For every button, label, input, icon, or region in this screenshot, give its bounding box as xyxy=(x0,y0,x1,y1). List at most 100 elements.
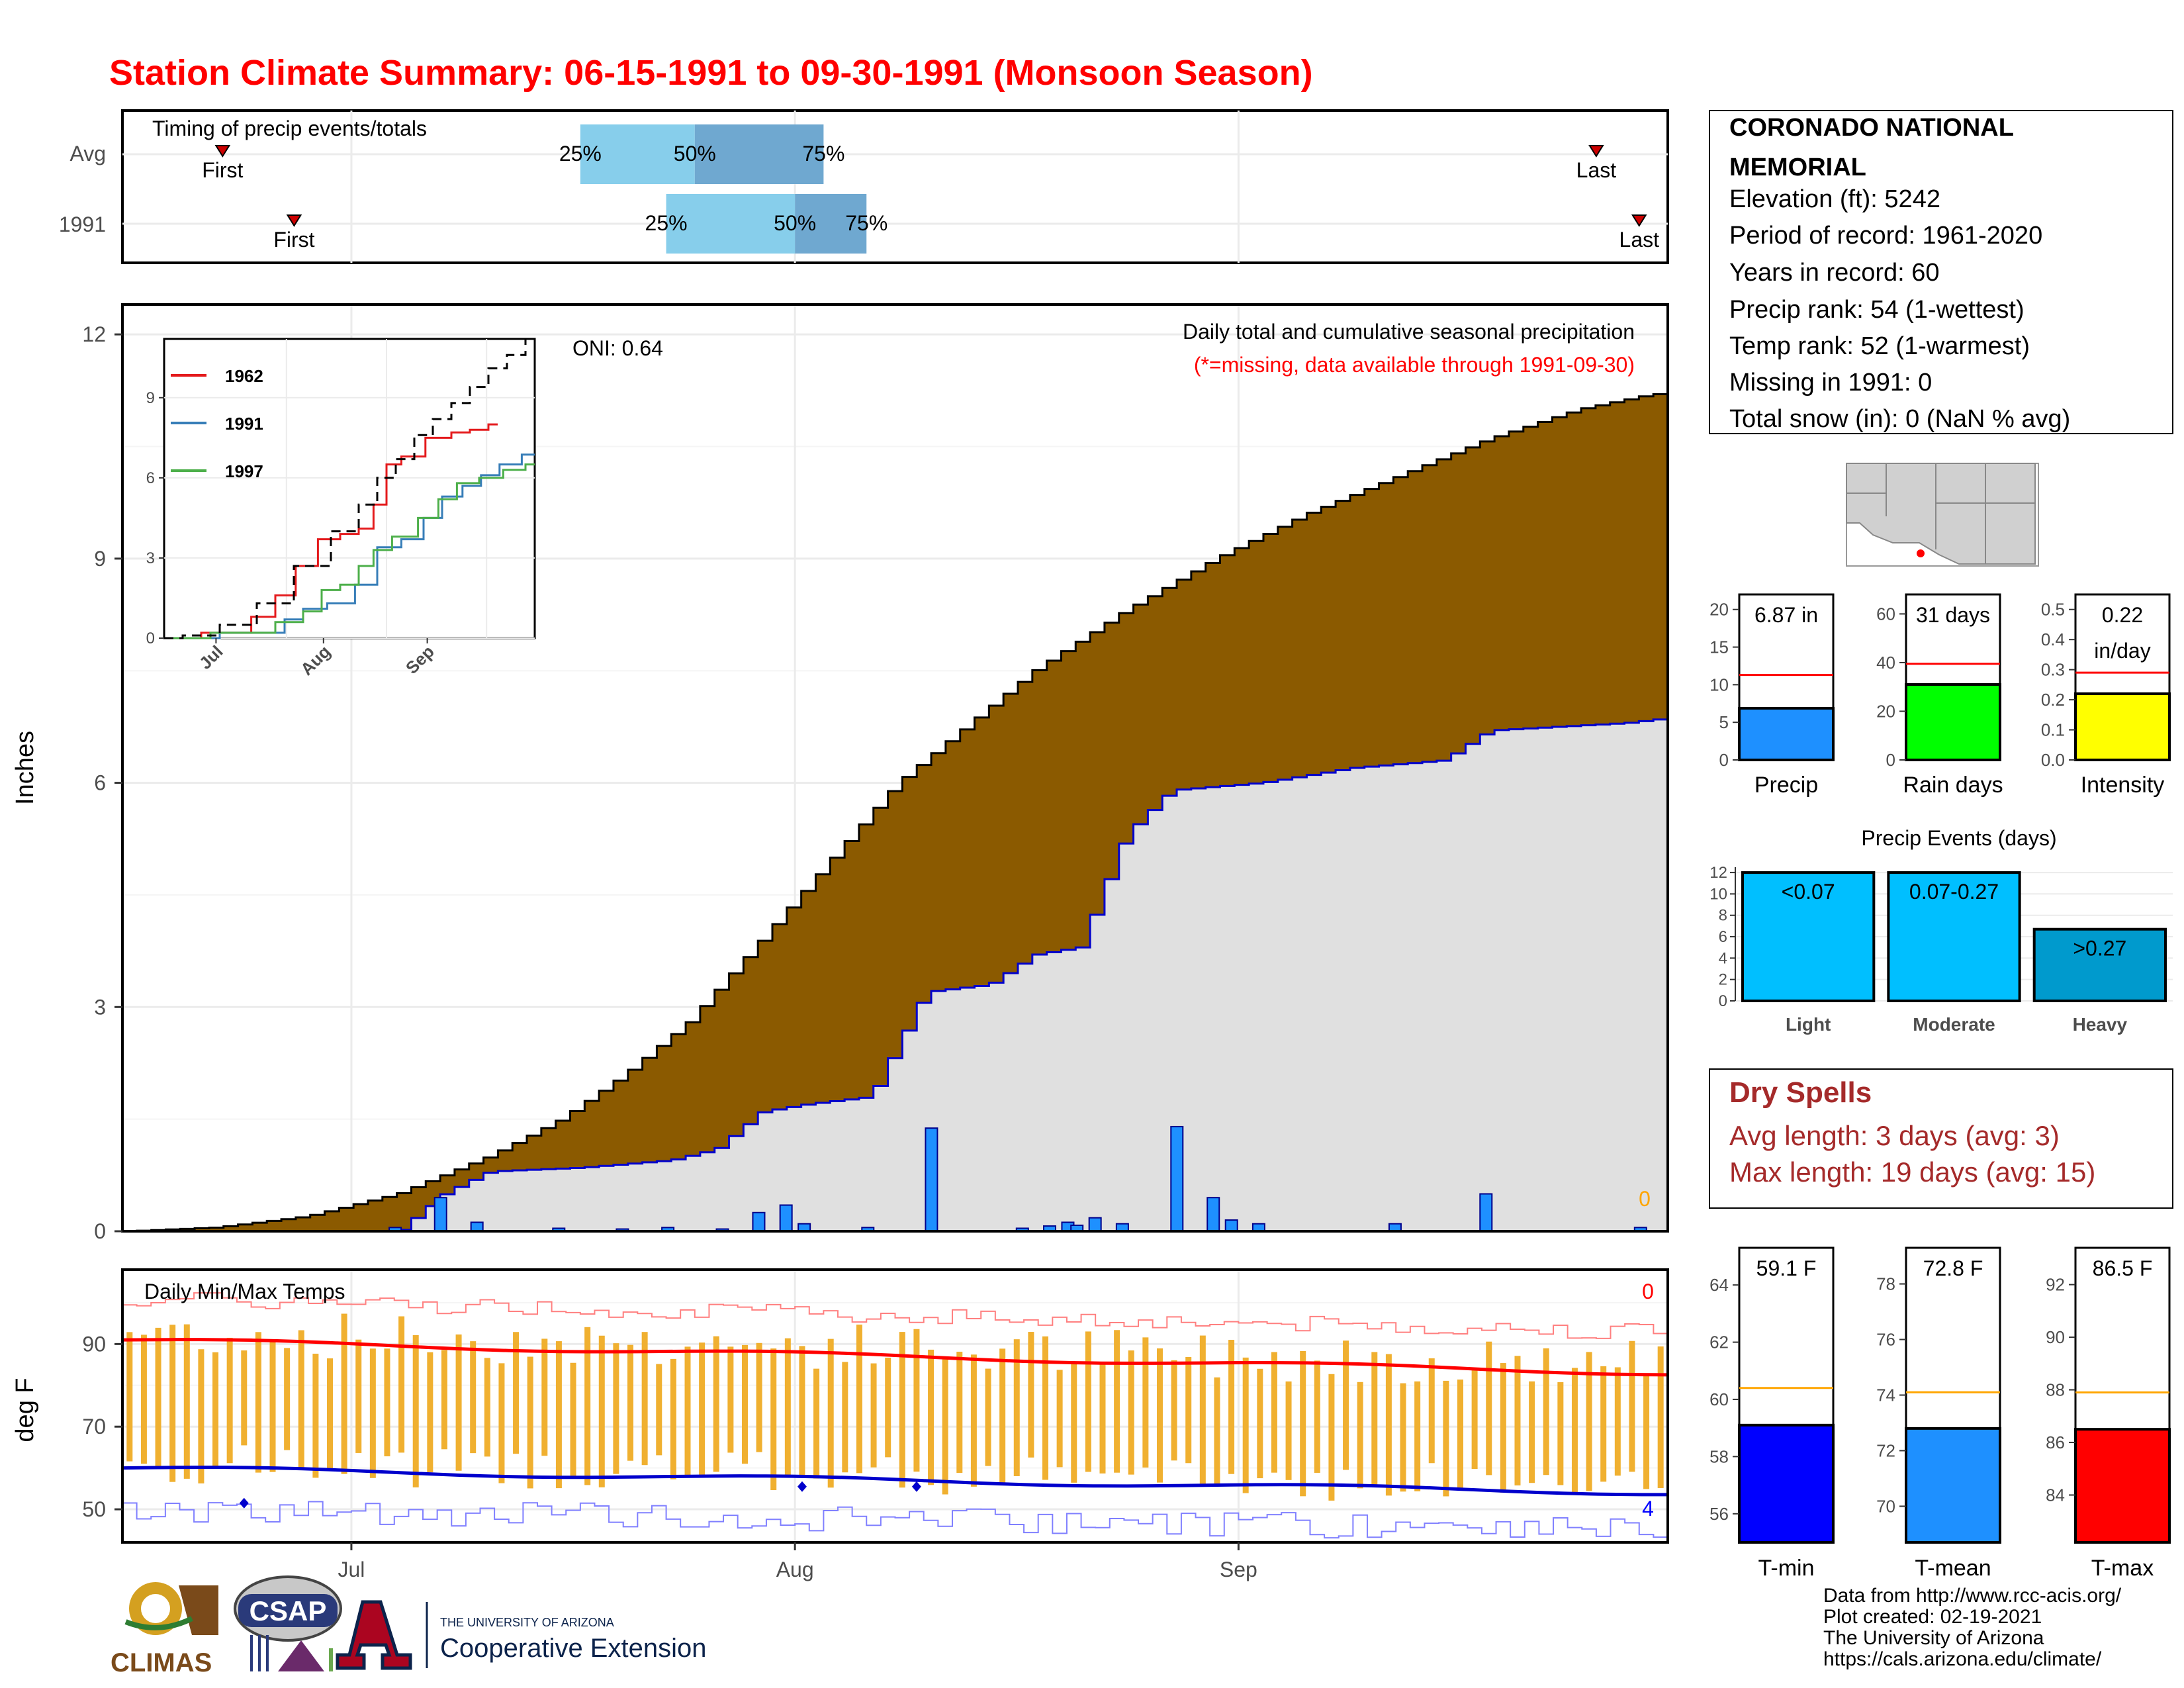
summary-ytick-label: 60 xyxy=(1876,604,1895,624)
daily-temp-bar xyxy=(1614,1367,1621,1476)
inset-ytick-label: 9 xyxy=(146,389,155,407)
daily-temp-bar xyxy=(398,1316,405,1453)
summary-value-label: 72.8 F xyxy=(1923,1256,1983,1280)
dry-spells-title: Dry Spells xyxy=(1729,1076,1872,1109)
footer-plot-created: Plot created: 02-19-2021 xyxy=(1823,1606,2042,1628)
quantile-label-25: 25% xyxy=(559,142,602,165)
inset-ytick-label: 3 xyxy=(146,549,155,567)
summary-ytick-label: 0 xyxy=(1886,750,1895,770)
temp-ytick-label: 50 xyxy=(82,1497,106,1521)
summary-ytick-label: 62 xyxy=(1709,1333,1729,1352)
summary-ytick-label: 86 xyxy=(2046,1432,2065,1452)
station-temp-rank: Temp rank: 52 (1-warmest) xyxy=(1729,332,2030,360)
summary-ytick-label: 88 xyxy=(2046,1380,2065,1400)
daily-temp-bar xyxy=(1457,1380,1464,1489)
daily-temp-bar xyxy=(813,1368,820,1479)
ua-logo: THE UNIVERSITY OF ARIZONA Cooperative Ex… xyxy=(336,1600,706,1670)
month-tick-label: Aug xyxy=(776,1558,814,1581)
daily-precip-bar xyxy=(779,1204,793,1233)
daily-temp-bar xyxy=(741,1344,748,1464)
events-bar xyxy=(1741,871,1876,1002)
daily-precip-bar xyxy=(1170,1125,1184,1232)
summary-bar-chart: 56 58 60 62 64 59.1 F T-min xyxy=(1709,1246,1835,1581)
summary-ytick-label: 0.5 xyxy=(2041,600,2065,620)
temp-ylabel: deg F xyxy=(11,1378,39,1442)
avg-max-line xyxy=(122,1338,1668,1377)
summary-bar-chart: 84 86 88 90 92 86.5 F T-max xyxy=(2046,1246,2171,1581)
daily-temp-bar xyxy=(555,1341,562,1489)
quantile-bar-50-75 xyxy=(795,194,867,254)
events-ytick-label: 8 xyxy=(1719,907,1727,925)
summary-ytick-label: 40 xyxy=(1876,653,1895,673)
daily-temp-bar xyxy=(627,1344,634,1461)
daily-temp-bar xyxy=(670,1358,676,1479)
record-low-marker-icon xyxy=(911,1481,921,1492)
temp-min-count: 4 xyxy=(1642,1497,1654,1521)
daily-temp-bar xyxy=(1357,1382,1363,1489)
daily-precip-bar xyxy=(925,1127,938,1233)
summary-ytick-label: 0.2 xyxy=(2041,690,2065,710)
csap-logo-text: CSAP xyxy=(250,1595,327,1626)
event-marker-icon xyxy=(214,145,231,158)
daily-temp-bar xyxy=(1629,1340,1635,1472)
summary-bar-chart: 0 5 10 15 20 6.87 in Precip xyxy=(1709,593,1835,798)
summary-ytick-label: 5 xyxy=(1719,712,1729,732)
precip-events-title: Precip Events (days) xyxy=(1861,826,2056,850)
daily-temp-bar xyxy=(699,1342,705,1475)
events-ytick-label: 4 xyxy=(1719,949,1727,967)
daily-temp-bar xyxy=(412,1335,419,1487)
daily-temp-bar xyxy=(527,1356,533,1489)
daily-temp-bar xyxy=(1128,1350,1134,1475)
daily-temp-bar xyxy=(570,1362,576,1476)
daily-temp-bar xyxy=(126,1332,133,1462)
precip-ytick-label: 9 xyxy=(94,547,106,571)
daily-temp-bar xyxy=(312,1353,319,1478)
temp-ytick-label: 70 xyxy=(82,1415,106,1438)
inset-legend-label: 1991 xyxy=(225,414,263,434)
daily-temp-bar xyxy=(169,1325,176,1482)
summary-category-label: Intensity xyxy=(2081,773,2165,798)
footer-url: https://cals.arizona.edu/climate/ xyxy=(1823,1648,2102,1670)
inset-legend-label: 1997 xyxy=(225,461,263,481)
daily-temp-bar xyxy=(255,1332,261,1473)
summary-ytick-label: 72 xyxy=(1876,1440,1895,1460)
summary-ytick-label: 0.1 xyxy=(2041,720,2065,740)
summary-value-label: 31 days xyxy=(1916,603,1990,627)
events-ytick-label: 2 xyxy=(1719,971,1727,989)
daily-temp-bar xyxy=(727,1346,734,1453)
daily-precip-bar xyxy=(1088,1217,1102,1232)
daily-temp-bar xyxy=(1371,1352,1378,1486)
record-low-marker-icon xyxy=(239,1497,249,1509)
daily-temp-bar xyxy=(1071,1363,1077,1483)
daily-temp-bar xyxy=(1285,1381,1292,1480)
daily-temp-bar xyxy=(284,1348,291,1450)
timing-title: Timing of precip events/totals xyxy=(152,117,427,140)
summary-value-label: 6.87 in xyxy=(1754,603,1818,627)
events-bar-label: 0.07-0.27 xyxy=(1909,880,1999,904)
summary-value-label: 0.22 xyxy=(2102,603,2143,627)
summary-category-label: T-mean xyxy=(1915,1556,1991,1581)
daily-temp-bar xyxy=(1114,1330,1120,1473)
daily-temp-bar xyxy=(1185,1356,1192,1464)
month-tick-label: Jul xyxy=(338,1558,365,1581)
summary-ytick-label: 0 xyxy=(1719,750,1729,770)
daily-precip-bar xyxy=(433,1197,447,1233)
footer-data-source: Data from http://www.rcc-acis.org/ xyxy=(1823,1585,2122,1607)
summary-value-bar xyxy=(2074,1428,2171,1544)
daily-temp-bar xyxy=(355,1339,362,1453)
summary-ytick-label: 60 xyxy=(1709,1389,1729,1409)
temp-panel: 50 70 90 Daily Min/Max Temps deg F 0 4 xyxy=(11,1268,1669,1544)
station-precip-rank: Precip rank: 54 (1-wettest) xyxy=(1729,296,2025,324)
daily-temp-bar xyxy=(598,1335,605,1487)
timing-row-avg: Avg xyxy=(69,142,106,165)
precip-ylabel: Inches xyxy=(11,731,39,805)
daily-temp-bar xyxy=(1056,1370,1063,1468)
events-bar-label: <0.07 xyxy=(1782,880,1835,904)
daily-temp-bar xyxy=(384,1348,390,1456)
station-elevation: Elevation (ft): 5242 xyxy=(1729,185,1940,213)
daily-temp-bar xyxy=(1643,1374,1650,1489)
summary-ytick-label: 74 xyxy=(1876,1385,1895,1405)
footer-university: The University of Arizona xyxy=(1823,1627,2044,1649)
summary-ytick-label: 15 xyxy=(1709,637,1729,657)
